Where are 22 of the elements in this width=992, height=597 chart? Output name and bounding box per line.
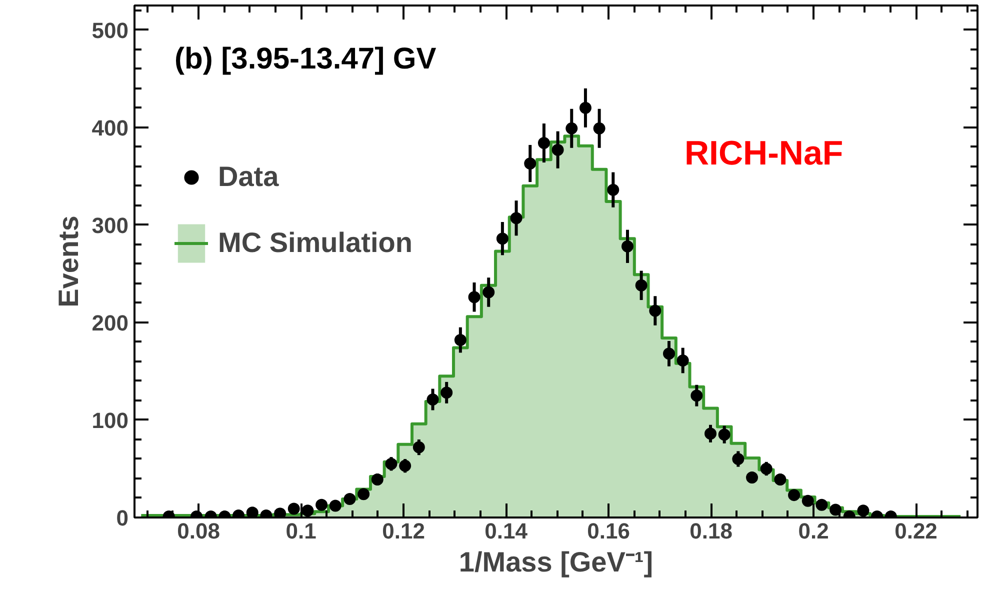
- x-tick-label: 0.18: [690, 518, 732, 544]
- legend-label: MC Simulation: [218, 227, 412, 259]
- x-tick-label: 0.22: [894, 518, 938, 544]
- legend-label: Data: [218, 161, 279, 193]
- y-tick-label: 400: [92, 115, 129, 140]
- y-tick-label: 0: [116, 506, 129, 530]
- y-tick-label: 300: [92, 212, 129, 238]
- x-tick-label: 0.16: [587, 518, 630, 544]
- x-tick-label: 0.2: [798, 518, 829, 544]
- x-axis-title: 1/Mass [GeV⁻¹]: [458, 546, 654, 578]
- y-tick-label: 200: [92, 310, 129, 336]
- annotation: (b) [3.95-13.47] GV: [174, 42, 436, 76]
- y-axis-title: Events: [52, 216, 84, 308]
- x-tick-label: 0.14: [484, 518, 528, 544]
- point: [288, 502, 300, 515]
- x-tick-label: 0.08: [177, 518, 220, 544]
- annotation: RICH-NaF: [684, 134, 844, 172]
- y-tick-label: 500: [92, 18, 129, 43]
- point: [329, 500, 342, 512]
- x-tick-label: 0.12: [382, 518, 425, 544]
- y-tick-label: 100: [92, 408, 129, 433]
- x-tick-label: 0.1: [286, 518, 316, 544]
